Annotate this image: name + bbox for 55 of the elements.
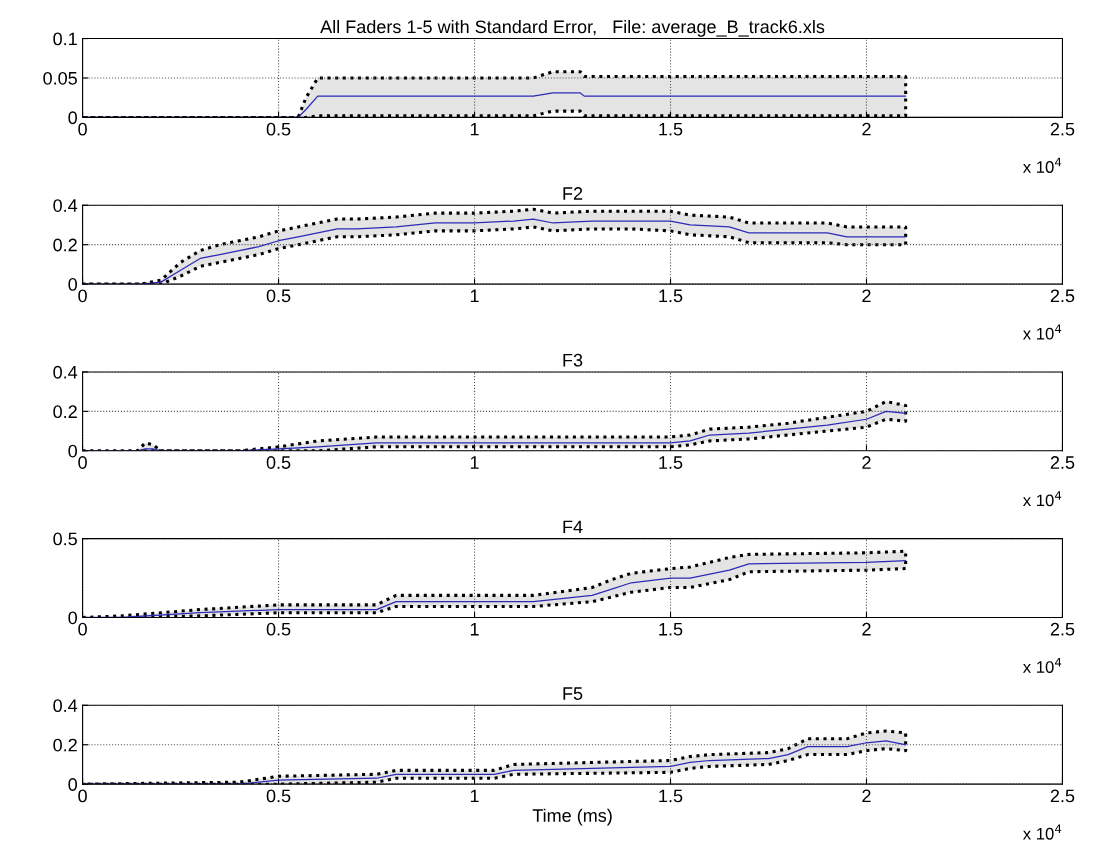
y-tick-label: 0 — [68, 278, 78, 291]
text: x 10$^{4}$ — [1022, 491, 1062, 507]
x-tick-label: 0 — [78, 289, 87, 303]
x-tick-label: 0.5 — [266, 622, 291, 636]
x-tick-label: 0.5 — [266, 122, 291, 136]
y-tick-label: 0.2 — [53, 738, 77, 752]
x-tick-label: 1.5 — [659, 622, 683, 636]
y-tick-label: 0.4 — [53, 199, 78, 212]
x-tick-label: 2 — [862, 456, 871, 469]
x-tick-label: 0.5 — [266, 789, 291, 803]
x-tick-label: 2.5 — [1050, 622, 1075, 636]
x-tick-label: 1.5 — [659, 122, 683, 136]
chart-title: F3 — [563, 353, 583, 367]
y-tick-label: 0 — [68, 444, 78, 458]
x-tick-label: 1 — [470, 122, 479, 136]
x-tick-label: 0 — [78, 122, 87, 136]
text: x 10$^{4}$ — [1022, 324, 1062, 340]
x-tick-label: 2 — [862, 289, 871, 303]
x-tick-label: 1 — [470, 789, 479, 803]
y-tick-label: 0 — [68, 778, 78, 791]
y-tick-label: 0 — [68, 611, 78, 625]
x-tick-label: 1 — [470, 622, 479, 636]
y-tick-label: 0.05 — [43, 71, 77, 85]
x-tick-label: 2 — [862, 789, 871, 803]
text: x 10$^{4}$ — [1022, 157, 1062, 173]
x-tick-label: 0 — [78, 622, 87, 636]
x-tick-label: 1.5 — [659, 456, 683, 469]
y-tick-label: 0.1 — [53, 32, 77, 46]
x-tick-label: 0.5 — [266, 289, 291, 303]
x-tick-label: 1.5 — [659, 789, 683, 803]
y-tick-label: 0.4 — [53, 365, 78, 379]
x-tick-label: 1 — [470, 456, 479, 469]
y-tick-label: 0.2 — [53, 405, 77, 419]
x-tick-label: 2.5 — [1050, 289, 1075, 303]
x-tick-label: 0 — [78, 789, 87, 803]
text: x 10$^{4}$ — [1022, 824, 1062, 840]
x-tick-label: 2.5 — [1050, 456, 1075, 469]
x-tick-label: 0 — [78, 456, 87, 469]
x-tick-label: 1.5 — [659, 289, 683, 303]
x-tick-label: 1 — [470, 289, 479, 303]
chart-title: F2 — [563, 187, 583, 200]
x-tick-label: 2 — [862, 122, 871, 136]
text: x 10$^{4}$ — [1022, 657, 1062, 673]
x-tick-label: 0.5 — [266, 456, 291, 469]
chart-title: F4 — [563, 520, 583, 534]
x-tick-label: 2.5 — [1050, 122, 1075, 136]
x-axis-title: Time (ms) — [532, 808, 612, 826]
chart-title: F5 — [563, 687, 583, 700]
y-tick-label: 0.4 — [53, 699, 78, 713]
y-tick-label: 0 — [68, 111, 78, 125]
y-tick-label: 0.2 — [53, 238, 77, 252]
x-tick-label: 2.5 — [1050, 789, 1075, 803]
y-tick-label: 0.5 — [53, 532, 77, 546]
x-tick-label: 2 — [862, 622, 871, 636]
chart-title: All Faders 1-5 with Standard Error, File: average_B_track6.xls — [320, 19, 825, 37]
